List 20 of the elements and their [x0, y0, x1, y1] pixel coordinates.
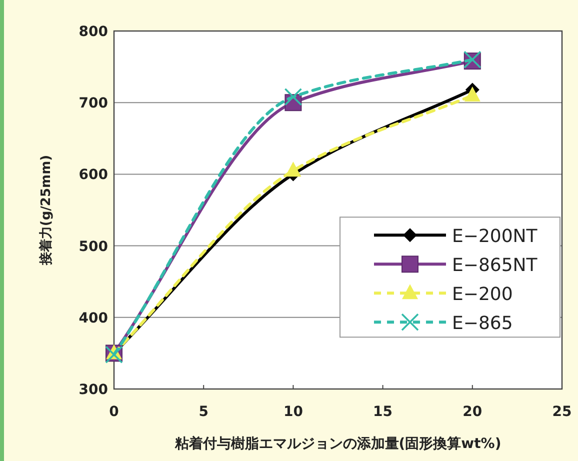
legend-label: E−200NT — [452, 226, 538, 248]
y-tick-label: 400 — [78, 310, 108, 326]
x-tick-label: 10 — [283, 404, 304, 420]
point — [285, 162, 302, 177]
point — [284, 88, 302, 106]
x-axis-title: 粘着付与樹脂エマルジョンの添加量(固形換算wt%) — [174, 435, 502, 452]
x-tick-label: 20 — [462, 404, 482, 420]
y-tick-label: 700 — [78, 96, 108, 112]
legend-label: E−865NT — [452, 255, 538, 276]
legend-label: E−865 — [452, 313, 513, 334]
x-tick-label: 15 — [373, 404, 393, 420]
x-tick-label: 5 — [198, 404, 208, 420]
y-axis-title: 接着力(g/25mm) — [38, 154, 54, 266]
x-tick-label: 25 — [552, 404, 572, 420]
y-tick-label: 300 — [78, 382, 108, 398]
legend-label: E−200 — [452, 284, 513, 306]
y-tick-label: 500 — [78, 238, 108, 255]
y-tick-label: 800 — [78, 24, 108, 40]
x-tick-label: 0 — [109, 404, 120, 420]
y-tick-label: 600 — [78, 167, 108, 184]
